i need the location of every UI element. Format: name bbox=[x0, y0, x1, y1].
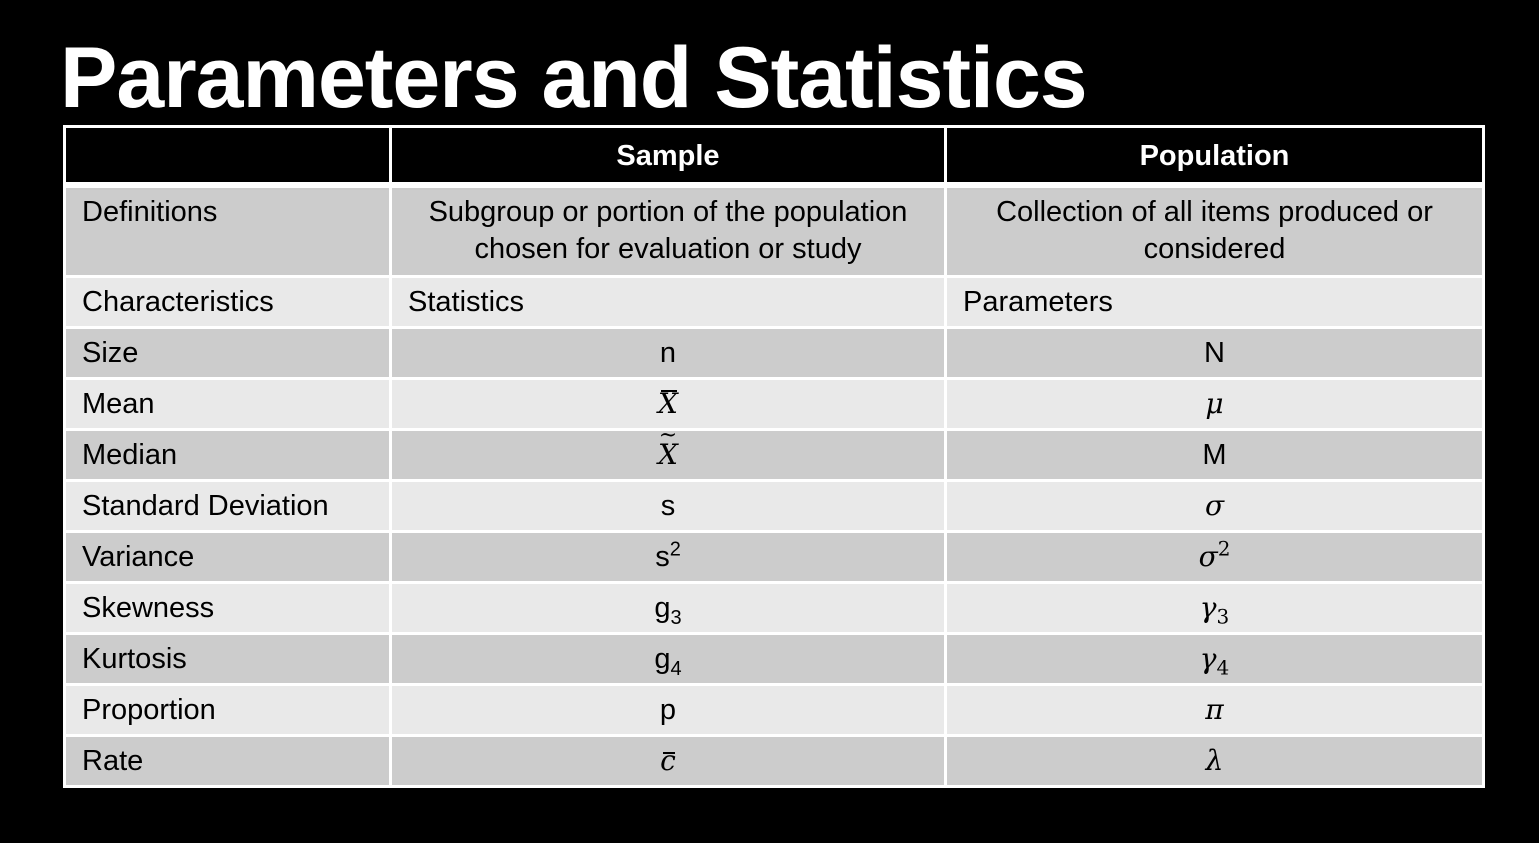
table-header: Sample Population bbox=[63, 125, 1485, 186]
population-sd-symbol: σ bbox=[1204, 489, 1225, 522]
row-label: Size bbox=[63, 326, 392, 380]
population-variance-base: σ bbox=[1198, 540, 1218, 573]
population-kurtosis-base: γ bbox=[1199, 642, 1217, 675]
table-row-variance: Variance s2 σ2 bbox=[63, 530, 1485, 584]
sample-median-symbol: ~ X bbox=[658, 424, 678, 471]
table-row-standard-deviation: Standard Deviation s σ bbox=[63, 479, 1485, 533]
sample-variance-base: s bbox=[655, 540, 670, 573]
row-label: Definitions bbox=[63, 183, 392, 278]
table-row-skewness: Skewness g3 γ3 bbox=[63, 581, 1485, 635]
sample-characteristic: Statistics bbox=[389, 275, 947, 329]
table-row-rate: Rate c λ bbox=[63, 734, 1485, 788]
population-symbol: M bbox=[944, 428, 1485, 482]
population-kurtosis-symbol: γ4 bbox=[1199, 642, 1229, 678]
table-row-mean: Mean X μ bbox=[63, 377, 1485, 431]
population-mean-symbol: μ bbox=[1205, 387, 1224, 420]
slide-title: Parameters and Statistics bbox=[60, 30, 1088, 126]
sample-symbol: g3 bbox=[389, 581, 947, 635]
table-row-kurtosis: Kurtosis g4 γ4 bbox=[63, 632, 1485, 686]
sample-median-base: X bbox=[658, 437, 678, 471]
sample-rate-symbol: c bbox=[660, 743, 676, 777]
tilde-mark: ~ bbox=[658, 422, 678, 448]
table-row-proportion: Proportion p π bbox=[63, 683, 1485, 737]
table-row-median: Median ~ X M bbox=[63, 424, 1485, 482]
row-label: Median bbox=[63, 428, 392, 482]
sample-skewness-symbol: g3 bbox=[654, 591, 681, 628]
population-symbol: λ bbox=[944, 734, 1485, 788]
parameters-statistics-table: Sample Population Definitions Subgroup o… bbox=[63, 125, 1485, 788]
sample-symbol: n bbox=[389, 326, 947, 380]
sample-symbol: c bbox=[389, 734, 947, 788]
table-row-definitions: Definitions Subgroup or portion of the p… bbox=[63, 183, 1485, 278]
sample-symbol: p bbox=[389, 683, 947, 737]
header-blank bbox=[63, 125, 392, 186]
header-row: Sample Population bbox=[63, 125, 1485, 186]
sample-symbol: g4 bbox=[389, 632, 947, 686]
population-skewness-base: γ bbox=[1199, 591, 1217, 624]
overbar-mark bbox=[663, 751, 675, 754]
sample-variance-exponent: 2 bbox=[669, 537, 681, 560]
sample-sd-symbol: s bbox=[660, 489, 676, 522]
sample-mean-symbol: X bbox=[658, 386, 678, 420]
row-label: Skewness bbox=[63, 581, 392, 635]
sample-mean-base: X bbox=[658, 386, 678, 420]
row-label: Variance bbox=[63, 530, 392, 584]
sample-symbol: X bbox=[389, 377, 947, 431]
sample-symbol: ~ X bbox=[389, 424, 947, 482]
population-size-symbol: N bbox=[1204, 336, 1225, 369]
table-row-size: Size n N bbox=[63, 326, 1485, 380]
row-label: Mean bbox=[63, 377, 392, 431]
row-label: Rate bbox=[63, 734, 392, 788]
sample-proportion-symbol: p bbox=[659, 693, 677, 726]
table-body: Definitions Subgroup or portion of the p… bbox=[63, 183, 1485, 788]
population-median-symbol: M bbox=[1202, 438, 1227, 471]
population-definition: Collection of all items produced or cons… bbox=[944, 183, 1485, 278]
sample-variance-symbol: s2 bbox=[655, 537, 681, 573]
sample-symbol: s bbox=[389, 479, 947, 533]
sample-skewness-subscript: 3 bbox=[670, 606, 682, 629]
population-proportion-symbol: π bbox=[1205, 693, 1224, 726]
overbar-mark bbox=[661, 389, 677, 392]
population-symbol: σ2 bbox=[944, 530, 1485, 584]
population-symbol: N bbox=[944, 326, 1485, 380]
population-variance-symbol: σ2 bbox=[1198, 536, 1231, 573]
sample-kurtosis-subscript: 4 bbox=[670, 657, 682, 680]
population-symbol: γ3 bbox=[944, 581, 1485, 635]
population-skewness-subscript: 3 bbox=[1216, 604, 1230, 629]
population-characteristic: Parameters bbox=[944, 275, 1485, 329]
population-symbol: σ bbox=[944, 479, 1485, 533]
sample-skewness-base: g bbox=[654, 591, 671, 624]
population-variance-exponent: 2 bbox=[1217, 536, 1231, 561]
population-symbol: π bbox=[944, 683, 1485, 737]
row-label: Characteristics bbox=[63, 275, 392, 329]
header-population: Population bbox=[944, 125, 1485, 186]
row-label: Standard Deviation bbox=[63, 479, 392, 533]
header-sample: Sample bbox=[389, 125, 947, 186]
sample-kurtosis-symbol: g4 bbox=[654, 642, 681, 679]
sample-rate-base: c bbox=[660, 743, 676, 777]
population-symbol: μ bbox=[944, 377, 1485, 431]
table-row-characteristics: Characteristics Statistics Parameters bbox=[63, 275, 1485, 329]
sample-kurtosis-base: g bbox=[654, 642, 671, 675]
population-symbol: γ4 bbox=[944, 632, 1485, 686]
sample-symbol: s2 bbox=[389, 530, 947, 584]
population-kurtosis-subscript: 4 bbox=[1216, 655, 1230, 680]
row-label: Proportion bbox=[63, 683, 392, 737]
population-skewness-symbol: γ3 bbox=[1199, 591, 1229, 627]
sample-definition: Subgroup or portion of the population ch… bbox=[389, 183, 947, 278]
sample-size-symbol: n bbox=[659, 336, 677, 369]
population-rate-symbol: λ bbox=[1205, 744, 1224, 777]
row-label: Kurtosis bbox=[63, 632, 392, 686]
